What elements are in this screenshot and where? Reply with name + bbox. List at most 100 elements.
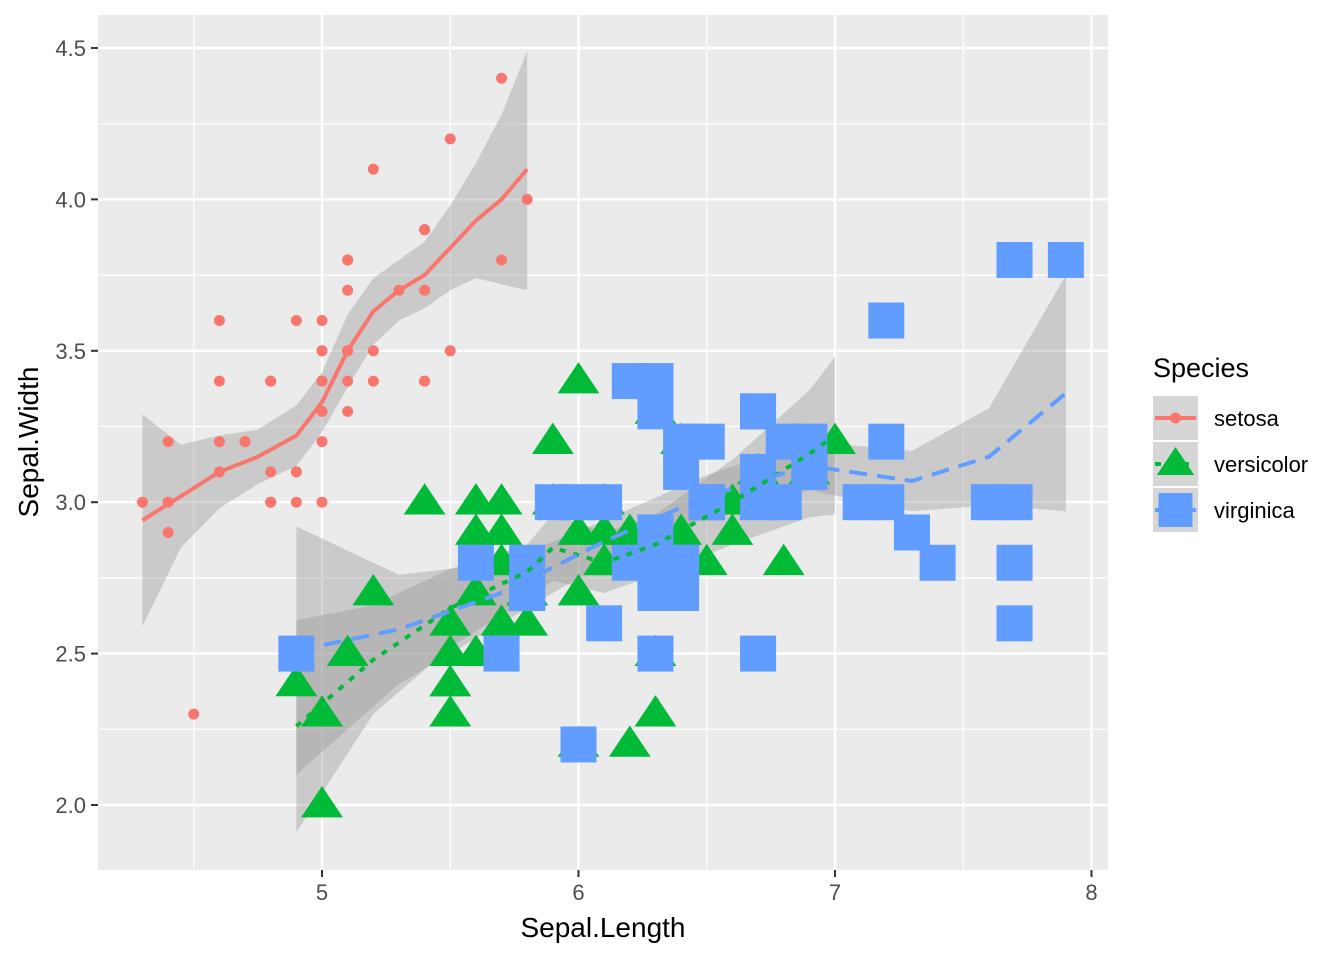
setosa-point xyxy=(213,436,225,448)
legend-label-virginica: virginica xyxy=(1214,498,1295,523)
versicolor-point xyxy=(762,543,805,576)
setosa-point xyxy=(316,436,328,448)
x-tick-label: 8 xyxy=(1085,880,1097,905)
y-tick-label: 2.0 xyxy=(55,793,86,818)
setosa-point xyxy=(316,375,328,387)
setosa-point xyxy=(290,466,302,478)
setosa-point xyxy=(342,254,354,266)
virginica-point xyxy=(483,635,520,672)
virginica-point xyxy=(868,302,905,339)
virginica-point xyxy=(765,423,802,460)
virginica-point xyxy=(534,484,571,521)
setosa-point xyxy=(342,284,354,296)
legend-label-setosa: setosa xyxy=(1214,406,1280,431)
versicolor-point xyxy=(301,786,343,818)
versicolor-point xyxy=(275,664,318,697)
setosa-point xyxy=(367,375,379,387)
versicolor-point xyxy=(634,695,677,727)
setosa-point xyxy=(419,224,431,236)
virginica-point xyxy=(663,453,700,490)
x-tick-label: 7 xyxy=(829,880,841,905)
setosa-point xyxy=(316,315,328,327)
setosa-point xyxy=(419,375,431,387)
setosa-point xyxy=(444,345,456,357)
panel-background xyxy=(98,15,1108,870)
versicolor-point xyxy=(506,604,549,636)
versicolor-point xyxy=(557,362,600,394)
setosa-smooth-line xyxy=(141,167,529,523)
virginica-point xyxy=(740,393,777,430)
virginica-point xyxy=(509,575,546,612)
versicolor-point xyxy=(301,695,343,727)
virginica-point xyxy=(663,423,700,460)
setosa-point xyxy=(265,496,277,508)
virginica-point xyxy=(996,241,1033,278)
setosa-point xyxy=(290,315,302,327)
setosa-point xyxy=(213,315,225,327)
virginica-point xyxy=(1047,241,1084,278)
versicolor-confidence-band xyxy=(296,356,836,833)
versicolor-point xyxy=(557,513,600,545)
legend-label-versicolor: versicolor xyxy=(1214,452,1308,477)
setosa-point xyxy=(316,345,328,357)
setosa-point xyxy=(136,496,148,508)
versicolor-point xyxy=(531,422,574,454)
virginica-point xyxy=(611,363,648,400)
setosa-point xyxy=(290,496,302,508)
virginica-point xyxy=(586,605,623,642)
setosa-point xyxy=(342,375,354,387)
setosa-point xyxy=(188,708,200,720)
setosa-point xyxy=(265,375,277,387)
virginica-point xyxy=(868,423,905,460)
versicolor-point xyxy=(429,695,472,727)
virginica-point xyxy=(791,453,828,490)
versicolor-smooth-line xyxy=(295,433,837,728)
versicolor-point xyxy=(480,513,523,545)
versicolor-point xyxy=(711,513,754,545)
setosa-point xyxy=(496,72,508,84)
versicolor-point xyxy=(557,574,600,606)
virginica-point xyxy=(560,726,597,763)
versicolor-point xyxy=(403,483,446,515)
y-tick-label: 3.0 xyxy=(55,490,86,515)
x-tick-label: 6 xyxy=(572,880,584,905)
setosa-point xyxy=(496,254,508,266)
versicolor-point xyxy=(429,634,472,666)
y-tick-label: 2.5 xyxy=(55,642,86,667)
virginica-point xyxy=(740,635,777,672)
setosa-point xyxy=(239,436,251,448)
virginica-point xyxy=(996,544,1033,581)
versicolor-point xyxy=(352,574,395,606)
virginica-point xyxy=(637,575,674,612)
y-tick-label: 3.5 xyxy=(55,339,86,364)
legend-versicolor-symbol xyxy=(1156,447,1195,476)
virginica-point xyxy=(996,484,1033,521)
x-axis-title: Sepal.Length xyxy=(520,912,685,943)
virginica-point xyxy=(893,514,930,551)
setosa-point xyxy=(342,405,354,417)
setosa-point xyxy=(316,496,328,508)
y-tick-label: 4.5 xyxy=(55,36,86,61)
virginica-point xyxy=(457,544,494,581)
setosa-point xyxy=(367,345,379,357)
y-axis-title: Sepal.Width xyxy=(13,367,44,518)
setosa-point xyxy=(162,436,174,448)
setosa-confidence-band xyxy=(142,51,528,627)
virginica-point xyxy=(996,605,1033,642)
versicolor-point xyxy=(429,604,472,636)
virginica-point xyxy=(637,393,674,430)
virginica-point xyxy=(278,635,315,672)
setosa-point xyxy=(213,375,225,387)
legend-title: Species xyxy=(1153,353,1249,383)
setosa-point xyxy=(265,466,277,478)
setosa-point xyxy=(419,284,431,296)
versicolor-point xyxy=(429,664,472,697)
virginica-smooth-line xyxy=(295,391,1068,653)
setosa-point xyxy=(521,193,533,205)
y-tick-label: 4.0 xyxy=(55,187,86,212)
setosa-point xyxy=(444,133,456,145)
versicolor-point xyxy=(480,483,523,515)
versicolor-point xyxy=(326,634,369,666)
